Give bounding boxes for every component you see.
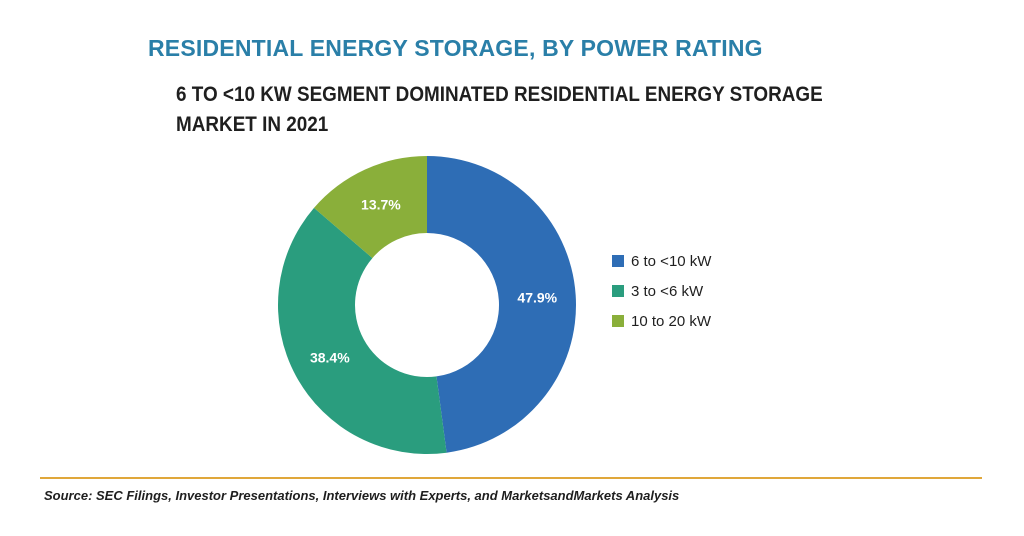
legend-item: 10 to 20 kW <box>612 306 711 336</box>
legend-swatch <box>612 315 624 327</box>
donut-slice <box>278 207 447 454</box>
chart-title: RESIDENTIAL ENERGY STORAGE, BY POWER RAT… <box>148 35 763 61</box>
source-note: Source: SEC Filings, Investor Presentati… <box>44 488 680 503</box>
footer-divider <box>40 477 982 479</box>
chart-legend: 6 to <10 kW 3 to <6 kW 10 to 20 kW <box>612 246 711 336</box>
slice-value-label: 13.7% <box>361 197 401 213</box>
slice-value-label: 47.9% <box>517 290 557 306</box>
legend-swatch <box>612 255 624 267</box>
legend-item: 3 to <6 kW <box>612 276 711 306</box>
donut-slice <box>314 156 427 259</box>
legend-item: 6 to <10 kW <box>612 246 711 276</box>
donut-slice <box>427 156 576 453</box>
legend-label: 3 to <6 kW <box>631 282 704 300</box>
chart-subtitle: 6 TO <10 KW SEGMENT DOMINATED RESIDENTIA… <box>176 83 823 136</box>
slice-value-label: 38.4% <box>310 350 350 366</box>
legend-label: 6 to <10 kW <box>631 252 712 270</box>
legend-label: 10 to 20 kW <box>631 312 712 330</box>
legend-swatch <box>612 285 624 297</box>
